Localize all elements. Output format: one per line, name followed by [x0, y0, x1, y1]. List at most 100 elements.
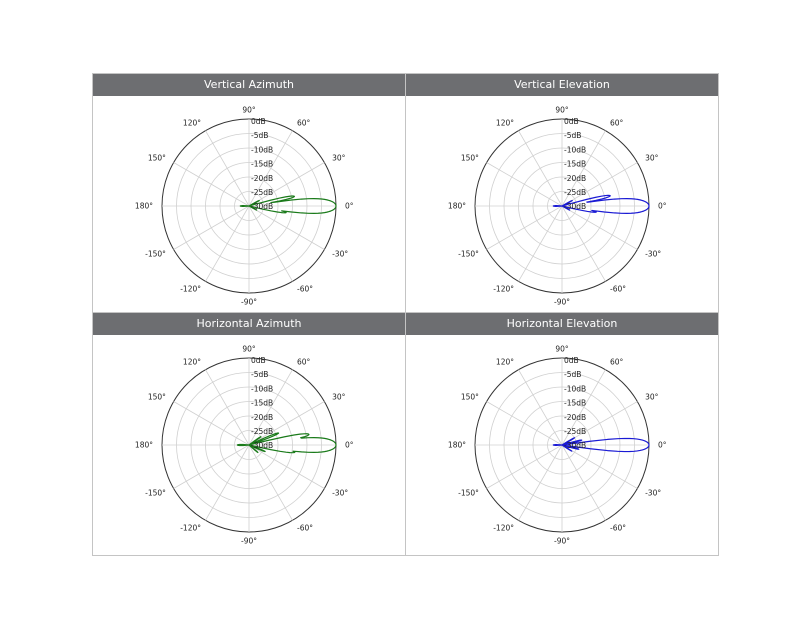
polar-grid-spoke: [205, 369, 250, 446]
angle-tick-label: 0°: [345, 441, 354, 450]
angle-tick-label: -150°: [458, 489, 479, 498]
polar-grid-spoke: [248, 401, 325, 446]
angle-tick-label: -30°: [332, 489, 348, 498]
angle-tick-label: -90°: [554, 298, 570, 307]
angle-tick-label: 150°: [461, 393, 479, 402]
angle-tick-label: -60°: [610, 524, 626, 533]
angle-tick-label: -60°: [610, 285, 626, 294]
angle-tick-label: 120°: [183, 357, 201, 366]
radial-tick-label: -15dB: [251, 160, 273, 169]
polar-grid-spoke: [486, 162, 563, 207]
vertical-azimuth-panel: Vertical Azimuth 0° 30° 60° 90° 120° 150° 180°…: [93, 74, 405, 312]
radial-tick-label: -15dB: [564, 160, 586, 169]
polar-grid-spoke: [248, 444, 325, 489]
angle-tick-label: -30°: [645, 489, 661, 498]
polar-grid-spoke: [248, 130, 293, 207]
polar-grid-spoke: [173, 444, 250, 489]
polar-grid-spoke: [248, 369, 293, 446]
angle-tick-label: 90°: [242, 345, 256, 354]
angle-tick-label: 180°: [135, 202, 153, 211]
angle-tick-label: -120°: [493, 524, 514, 533]
polar-grid-spoke: [205, 130, 250, 207]
chart-grid: Vertical Azimuth 0° 30° 60° 90° 120° 150° 180°…: [92, 73, 719, 556]
polar-grid-spoke: [518, 130, 563, 207]
radial-tick-label: -25dB: [251, 188, 273, 197]
polar-grid-spoke: [561, 130, 606, 207]
polar-grid-spoke: [561, 444, 638, 489]
polar-grid-spoke: [561, 205, 638, 250]
radial-tick-label: 0dB: [564, 117, 579, 126]
angle-tick-label: -90°: [554, 537, 570, 546]
angle-tick-label: 150°: [461, 154, 479, 163]
angle-tick-label: 30°: [645, 393, 659, 402]
angle-tick-label: 180°: [135, 441, 153, 450]
radial-tick-label: 0dB: [251, 117, 266, 126]
radiation-pattern-trace: [552, 437, 650, 453]
radial-tick-label: -20dB: [564, 413, 586, 422]
polar-grid-spoke: [248, 205, 293, 282]
radial-tick-label: -20dB: [251, 174, 273, 183]
angle-tick-label: -150°: [458, 250, 479, 259]
radial-tick-label: -10dB: [251, 145, 273, 154]
radial-tick-label: -5dB: [564, 131, 581, 140]
polar-grid-spoke: [248, 444, 293, 521]
polar-grid-spoke: [518, 205, 563, 282]
radial-tick-label: 0dB: [564, 356, 579, 365]
angle-tick-label: -30°: [332, 250, 348, 259]
polar-grid-spoke: [205, 205, 250, 282]
angle-tick-label: -120°: [180, 285, 201, 294]
polar-grid-spoke: [248, 205, 325, 250]
angle-tick-label: 30°: [645, 154, 659, 163]
angle-tick-label: 0°: [345, 202, 354, 211]
vertical-azimuth-polar-chart: 0° 30° 60° 90° 120° 150° 180° -150° -120° -90° -60…: [135, 106, 354, 307]
horizontal-azimuth-panel: Horizontal Azimuth 0° 30° 60° 90° 120° 150° 18…: [93, 313, 405, 555]
radial-tick-label: -30dB: [564, 202, 586, 211]
angle-tick-label: -30°: [645, 250, 661, 259]
angle-tick-label: 90°: [555, 345, 569, 354]
radial-tick-label: -5dB: [251, 370, 268, 379]
angle-tick-label: 0°: [658, 202, 667, 211]
polar-grid-spoke: [486, 401, 563, 446]
polar-grid-spoke: [173, 401, 250, 446]
radial-tick-label: -20dB: [564, 174, 586, 183]
radial-tick-label: -10dB: [564, 145, 586, 154]
angle-tick-label: -90°: [241, 537, 257, 546]
radial-tick-label: -20dB: [251, 413, 273, 422]
angle-tick-label: -60°: [297, 524, 313, 533]
angle-tick-label: -120°: [180, 524, 201, 533]
angle-tick-label: 150°: [148, 393, 166, 402]
angle-tick-label: 180°: [448, 441, 466, 450]
angle-tick-label: -150°: [145, 250, 166, 259]
polar-grid-spoke: [561, 205, 606, 282]
angle-tick-label: 120°: [496, 357, 514, 366]
angle-tick-label: -60°: [297, 285, 313, 294]
angle-tick-label: 90°: [555, 106, 569, 115]
polar-grid-spoke: [561, 162, 638, 207]
angle-tick-label: 60°: [610, 118, 624, 127]
radial-tick-label: -25dB: [564, 188, 586, 197]
angle-tick-label: 90°: [242, 106, 256, 115]
angle-tick-label: 30°: [332, 393, 346, 402]
angle-tick-label: 120°: [183, 118, 201, 127]
panel-title: Horizontal Elevation: [406, 313, 718, 335]
radiation-pattern-trace: [239, 195, 337, 214]
polar-grid-spoke: [248, 162, 325, 207]
radial-tick-label: -25dB: [251, 427, 273, 436]
radial-tick-label: 0dB: [251, 356, 266, 365]
horizontal-azimuth-polar-chart: 0° 30° 60° 90° 120° 150° 180° -150° -120° -90° -60…: [135, 345, 354, 546]
radial-tick-label: -30dB: [251, 202, 273, 211]
radial-tick-label: -5dB: [251, 131, 268, 140]
panel-title: Horizontal Azimuth: [93, 313, 405, 335]
radial-tick-label: -10dB: [251, 384, 273, 393]
panel-divider-vertical: [405, 74, 406, 555]
radial-tick-label: -10dB: [564, 384, 586, 393]
radiation-pattern-trace: [236, 432, 337, 454]
angle-tick-label: 30°: [332, 154, 346, 163]
vertical-elevation-panel: Vertical Elevation 0° 30° 60° 90° 120° 150° 18…: [406, 74, 718, 312]
radial-tick-label: -30dB: [564, 441, 586, 450]
angle-tick-label: 0°: [658, 441, 667, 450]
polar-grid-spoke: [486, 444, 563, 489]
horizontal-elevation-panel: Horizontal Elevation 0° 30° 60° 90° 120° 150°…: [406, 313, 718, 555]
angle-tick-label: 60°: [297, 118, 311, 127]
angle-tick-label: -150°: [145, 489, 166, 498]
